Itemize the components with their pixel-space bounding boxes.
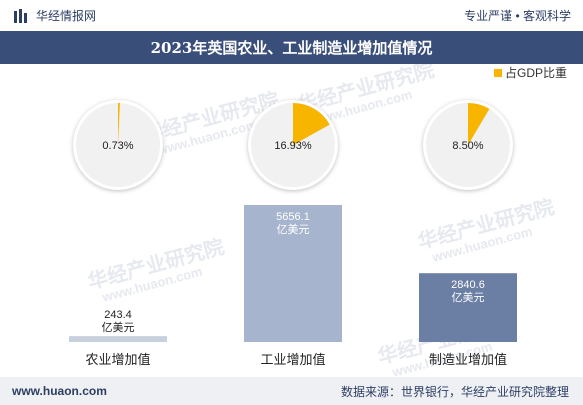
category-label: 农业增加值 [85, 352, 150, 367]
pie-3: 8.50% [423, 100, 513, 190]
chart-title: 2023年英国农业、工业制造业增加值情况 [0, 31, 583, 64]
data-source: 数据来源：世界银行，华经产业研究院整理 [340, 384, 569, 399]
category-label: 制造业增加值 [429, 352, 507, 367]
pie-charts: 0.73% 16.93% 8.50% [73, 100, 513, 190]
brand: 华经情报网 [14, 7, 96, 24]
pie-value-label: 8.50% [452, 140, 483, 152]
pie-value-label: 0.73% [102, 140, 133, 152]
brand-name: 华经情报网 [36, 9, 97, 23]
footer: www.huaon.com 数据来源：世界银行，华经产业研究院整理 [0, 377, 583, 405]
bar [419, 273, 517, 342]
top-bar: 华经情报网 专业严谨 • 客观科学 [0, 0, 583, 31]
bar-value-label: 5656.1 亿美元 [276, 211, 310, 236]
bar-value-label: 2840.6 亿美元 [451, 279, 485, 304]
pie-share-slice [468, 103, 490, 145]
bar [69, 336, 167, 342]
pie-value-label: 16.93% [274, 140, 312, 152]
footer-site: www.huaon.com [12, 384, 107, 398]
pie-share-slice [118, 103, 120, 145]
chart: 华经产业研究院www.huaon.com华经产业研究院www.huaon.com… [69, 64, 567, 377]
bar [244, 205, 342, 342]
bar-value-label: 243.4 亿美元 [102, 309, 135, 334]
tagline: 专业严谨 • 客观科学 [464, 9, 571, 23]
category-label: 工业增加值 [260, 352, 325, 367]
brand-logo-icon [14, 8, 27, 23]
legend-swatch [494, 69, 502, 77]
pie-1: 0.73% [73, 100, 163, 190]
pie-share-slice [293, 103, 330, 145]
legend: 占GDP比重 [494, 65, 567, 80]
legend-label: 占GDP比重 [505, 65, 567, 80]
pie-2: 16.93% [248, 100, 338, 190]
